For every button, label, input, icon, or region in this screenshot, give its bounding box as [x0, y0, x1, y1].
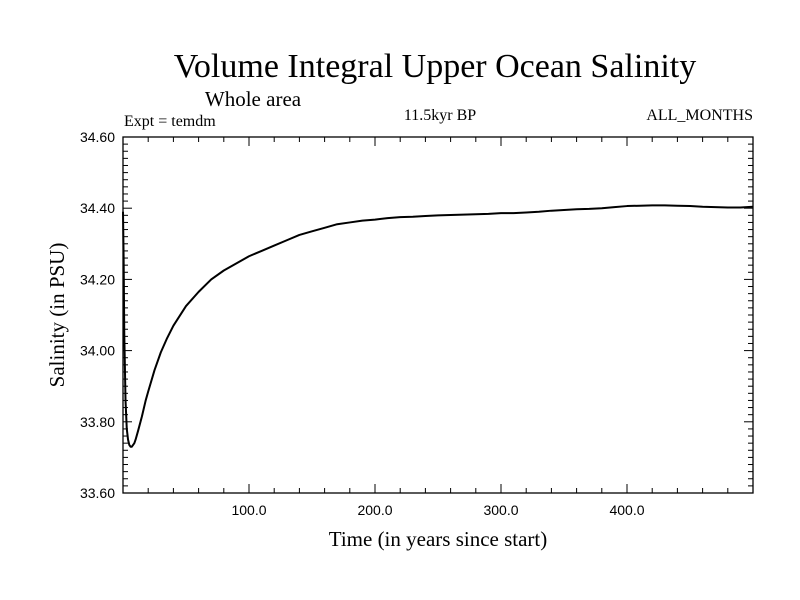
x-axis-ticks: [122, 137, 754, 493]
months-label: ALL_MONTHS: [646, 107, 753, 124]
x-tick-label: 200.0: [357, 502, 392, 518]
y-tick-label: 33.80: [80, 414, 115, 430]
salinity-series-line: [122, 204, 754, 448]
x-axis-tick-labels: 100.0 200.0 300.0 400.0: [231, 502, 644, 518]
x-axis-label: Time (in years since start): [329, 527, 548, 551]
y-tick-label: 33.60: [80, 485, 115, 501]
x-tick-label: 300.0: [483, 502, 518, 518]
period-label: 11.5kyr BP: [404, 107, 476, 124]
y-tick-label: 34.60: [80, 129, 115, 145]
experiment-label: Expt = temdm: [124, 113, 216, 130]
y-axis-ticks: [123, 136, 753, 494]
chart-subtitle: Whole area: [205, 87, 302, 111]
plot-frame: [122, 136, 754, 494]
y-tick-label: 34.20: [80, 271, 115, 287]
x-tick-label: 100.0: [231, 502, 266, 518]
y-tick-label: 34.40: [80, 200, 115, 216]
chart-title: Volume Integral Upper Ocean Salinity: [174, 48, 696, 85]
y-axis-label: Salinity (in PSU): [45, 243, 69, 388]
y-tick-label: 34.00: [80, 343, 115, 359]
y-axis-tick-labels: 33.60 33.80 34.00 34.20 34.40 34.60: [80, 129, 115, 501]
x-tick-label: 400.0: [609, 502, 644, 518]
